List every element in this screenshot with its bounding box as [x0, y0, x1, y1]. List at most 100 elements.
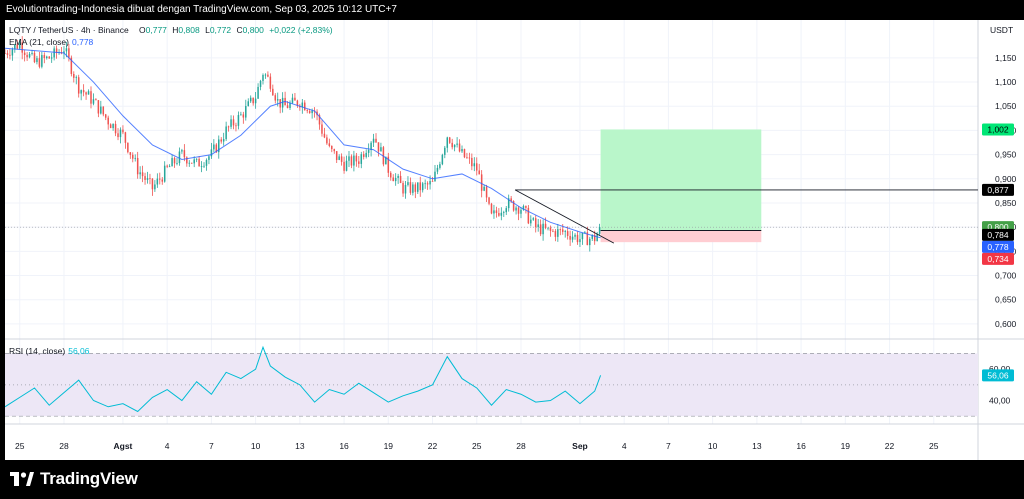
- candle-body: [240, 114, 242, 116]
- candle-body: [119, 129, 122, 138]
- candle-body: [343, 161, 345, 171]
- ema-21-line[interactable]: [5, 47, 601, 239]
- candle-body: [235, 125, 237, 127]
- candle-body: [338, 156, 340, 160]
- candle-body: [97, 100, 100, 114]
- time-axis-tick-label: 10: [708, 441, 718, 451]
- candle-body: [252, 97, 254, 104]
- rsi-value-badge[interactable]: 56,06: [982, 369, 1014, 382]
- candle-body: [557, 229, 559, 237]
- candle-body: [92, 99, 95, 104]
- candle-body: [370, 142, 372, 151]
- candle-body: [122, 129, 124, 133]
- candle-body: [95, 99, 97, 101]
- candle-body: [208, 156, 210, 160]
- candle-body: [43, 55, 46, 59]
- candle-body: [328, 143, 331, 146]
- candle-body: [525, 205, 527, 208]
- price-badge-label: 0,784: [987, 230, 1009, 240]
- candle-body: [458, 143, 461, 152]
- legend-symbol: LQTY / TetherUS · 4h · Binance: [9, 25, 129, 35]
- candle-body: [276, 99, 279, 101]
- candle-body: [16, 44, 19, 49]
- time-axis-tick-label: 22: [885, 441, 895, 451]
- candle-body: [471, 157, 473, 167]
- candle-body: [104, 114, 107, 118]
- candle-body: [36, 58, 38, 63]
- candle-body: [598, 227, 601, 234]
- rsi-line[interactable]: [5, 345, 602, 413]
- candle-body: [593, 234, 596, 242]
- candle-body: [539, 224, 542, 235]
- candle-body: [485, 186, 488, 198]
- time-axis-tick-label: 28: [59, 441, 69, 451]
- candle-body: [584, 232, 586, 233]
- candle-body: [195, 158, 198, 160]
- candle-body: [53, 48, 55, 58]
- price-badge-ema[interactable]: 0,778: [982, 240, 1014, 253]
- legend-ema: EMA (21, close) 0,778: [9, 37, 94, 47]
- candle-body: [589, 238, 591, 246]
- ema-layer: [5, 47, 601, 239]
- profit-zone[interactable]: [600, 129, 762, 231]
- candle-body: [461, 149, 463, 152]
- candle-body: [463, 149, 466, 158]
- time-axis-tick-label: Agst: [113, 441, 132, 451]
- time-axis-tick-label: 19: [841, 441, 851, 451]
- candle-body: [404, 184, 407, 194]
- time-axis-tick-label: Sep: [572, 441, 588, 451]
- candle-body: [365, 152, 367, 157]
- candle-body: [542, 223, 544, 235]
- price-axis-tick-label: 1,050: [995, 101, 1017, 111]
- candle-body: [407, 182, 409, 185]
- trendline[interactable]: [514, 189, 615, 244]
- candle-body: [500, 212, 503, 216]
- candle-body: [186, 157, 188, 164]
- rsi-badge-bg: [982, 369, 1014, 382]
- candle-body: [129, 152, 132, 155]
- price-badge-label: 1,002: [987, 124, 1009, 134]
- price-badge-target[interactable]: 1,002: [982, 123, 1014, 136]
- candle-body: [417, 182, 419, 192]
- time-axis-tick-label: 16: [796, 441, 806, 451]
- time-axis-tick-label: 13: [752, 441, 762, 451]
- candle-body: [488, 197, 490, 204]
- time-axis-tick-label: 4: [622, 441, 627, 451]
- candle-body: [149, 178, 151, 179]
- candle-body: [304, 102, 306, 111]
- candle-body: [82, 90, 85, 93]
- candle-body: [296, 100, 299, 106]
- price-badge-level[interactable]: 0,877: [982, 183, 1014, 196]
- tradingview-logo[interactable]: TradingView: [10, 469, 138, 489]
- candle-body: [353, 155, 355, 166]
- candle-body: [507, 198, 510, 209]
- rsi-layer: [5, 345, 978, 417]
- candle-body: [267, 74, 269, 77]
- candle-body: [466, 157, 468, 159]
- candle-body: [109, 124, 112, 129]
- price-badge-stop[interactable]: 0,734: [982, 252, 1014, 265]
- candle-body: [480, 174, 483, 191]
- candle-body: [301, 102, 304, 108]
- footer-bar: TradingView: [0, 460, 1024, 499]
- candle-body: [358, 161, 360, 164]
- candle-body: [274, 95, 277, 101]
- candle-body: [259, 80, 262, 87]
- candle-body: [225, 126, 227, 140]
- candle-body: [242, 114, 245, 118]
- candle-body: [333, 149, 336, 152]
- candle-body: [205, 159, 208, 166]
- candle-body: [350, 156, 353, 166]
- candle-body: [28, 53, 31, 58]
- candle-body: [257, 86, 259, 99]
- candle-body: [318, 115, 321, 125]
- candle-body: [498, 213, 500, 216]
- candle-body: [527, 207, 530, 224]
- price-chart[interactable]: 0,6000,6500,7000,7500,8000,8500,9000,950…: [5, 20, 1024, 460]
- axes-layer: 0,6000,6500,7000,7500,8000,8500,9000,950…: [15, 25, 1017, 451]
- loss-zone[interactable]: [600, 230, 762, 243]
- candle-body: [18, 42, 21, 49]
- price-badge-label: 0,778: [987, 242, 1009, 252]
- price-badge-level[interactable]: 0,784: [982, 228, 1014, 241]
- time-axis-tick-label: 4: [165, 441, 170, 451]
